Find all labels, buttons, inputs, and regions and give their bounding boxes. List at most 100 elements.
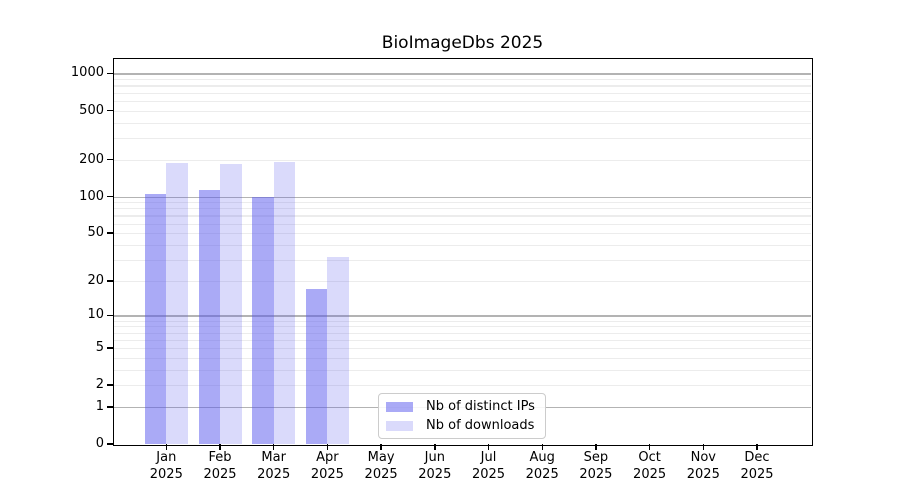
x-tick-label: Nov 2025	[671, 450, 735, 483]
x-tick-label: Jun 2025	[403, 450, 467, 483]
bar-downloads-feb	[220, 164, 242, 444]
bar-downloads-mar	[273, 161, 296, 444]
y-tick	[106, 158, 113, 161]
gridline-minor	[114, 110, 811, 112]
bar-downloads-apr	[327, 256, 349, 444]
x-tick	[219, 444, 221, 450]
gridline-major	[114, 196, 811, 198]
legend-item-downloads: Nb of downloads	[386, 416, 537, 435]
bar-distinct-ips-feb	[198, 190, 220, 444]
x-tick-label-line: Nov	[690, 450, 716, 465]
legend-label-distinct-ips: Nb of distinct IPs	[426, 399, 535, 414]
gridline-minor	[114, 280, 811, 282]
bar-distinct-ips-apr	[305, 289, 328, 444]
gridline-minor	[114, 320, 811, 322]
legend-swatch-downloads	[386, 420, 413, 431]
x-tick-label-line: Aug	[529, 450, 555, 465]
y-tick	[106, 384, 113, 386]
y-tick-label: 10	[87, 307, 104, 323]
x-tick-label-line: 2025	[579, 466, 613, 482]
chart-title: BioImageDbs 2025	[381, 33, 544, 53]
y-tick	[106, 109, 113, 112]
x-tick-label-line: Jul	[480, 450, 497, 465]
gridline-minor	[114, 202, 811, 204]
gridline-major	[114, 315, 811, 317]
gridline-minor	[114, 326, 811, 328]
x-tick-label-line: 2025	[203, 466, 237, 482]
gridline-minor	[114, 92, 811, 94]
x-tick-label-line: Apr	[316, 450, 339, 465]
x-tick	[487, 444, 490, 450]
y-tick	[106, 280, 113, 282]
x-tick-label-line: 2025	[149, 466, 183, 482]
x-tick-label-line: 2025	[633, 466, 667, 482]
x-tick	[595, 444, 597, 450]
x-tick-label: Apr 2025	[295, 450, 359, 483]
y-tick	[106, 232, 113, 234]
x-tick	[272, 444, 275, 450]
gridline-minor	[114, 85, 811, 87]
gridline-minor	[114, 244, 811, 246]
gridline-minor	[114, 347, 811, 350]
plot-area: 0 1 2 5 10 20 50 100 200 500 1000 Jan 2025 Feb 2025 Ma…	[71, 57, 813, 482]
bar-distinct-ips-jan	[144, 194, 167, 444]
gridline-minor	[114, 223, 811, 225]
y-tick-label: 1	[95, 398, 104, 414]
x-tick	[756, 444, 758, 450]
x-tick	[434, 444, 436, 450]
x-tick	[541, 444, 543, 450]
x-tick	[380, 444, 382, 450]
gridline-minor	[114, 215, 811, 217]
x-tick-label-line: 2025	[471, 466, 506, 482]
gridline-minor	[114, 208, 811, 210]
x-tick-label-line: Oct	[638, 450, 661, 465]
y-tick-label: 200	[79, 151, 104, 167]
y-tick	[106, 347, 113, 349]
gridline-major	[114, 73, 811, 75]
gridline-minor	[114, 79, 811, 81]
legend-swatch-distinct-ips	[386, 401, 413, 412]
y-tick	[106, 406, 113, 408]
legend-item-distinct-ips: Nb of distinct IPs	[386, 397, 537, 416]
x-tick-label-line: 2025	[686, 466, 720, 482]
x-tick-label-line: Jan	[156, 450, 177, 465]
gridline-minor	[114, 159, 811, 161]
x-tick-label-line: Sep	[583, 450, 609, 465]
x-tick-label: Mar 2025	[242, 450, 306, 483]
gridline-minor	[114, 233, 811, 235]
x-tick-label-line: Dec	[744, 450, 770, 465]
x-tick-label: May 2025	[349, 450, 413, 483]
x-tick	[326, 444, 329, 450]
x-tick-label: Dec 2025	[725, 450, 789, 483]
gridline-minor	[114, 259, 811, 261]
y-tick	[106, 72, 113, 75]
gridline-minor	[114, 357, 811, 359]
legend: Nb of distinct IPs Nb of downloads	[378, 393, 546, 439]
y-tick-label: 50	[87, 225, 104, 241]
x-tick-label-line: Mar	[261, 450, 286, 465]
x-tick-label: Jul 2025	[457, 450, 521, 483]
y-tick-label: 100	[79, 188, 104, 204]
x-tick-label: Jan 2025	[134, 450, 198, 483]
x-tick-label-line: 2025	[257, 466, 291, 482]
x-tick-label-line: 2025	[364, 466, 398, 482]
x-tick-label-line: Feb	[208, 450, 232, 465]
x-tick-label-line: 2025	[310, 466, 344, 482]
gridline-minor	[114, 137, 811, 140]
x-tick-label: Feb 2025	[188, 450, 252, 483]
gridline-minor	[114, 332, 811, 334]
y-tick	[106, 314, 113, 317]
y-tick-label: 500	[79, 102, 104, 118]
x-tick-label: Aug 2025	[510, 450, 574, 483]
x-tick-label-line: 2025	[525, 466, 559, 482]
gridline-minor	[114, 122, 811, 124]
x-tick-label-line: 2025	[418, 466, 452, 482]
x-tick	[165, 444, 167, 450]
gridline-minor	[114, 100, 811, 102]
x-tick-label-line: Jun	[424, 450, 445, 465]
y-tick-label: 5	[95, 339, 104, 355]
y-tick	[106, 443, 113, 445]
gridline-minor	[114, 385, 811, 387]
x-tick-label-line: May	[367, 450, 395, 465]
